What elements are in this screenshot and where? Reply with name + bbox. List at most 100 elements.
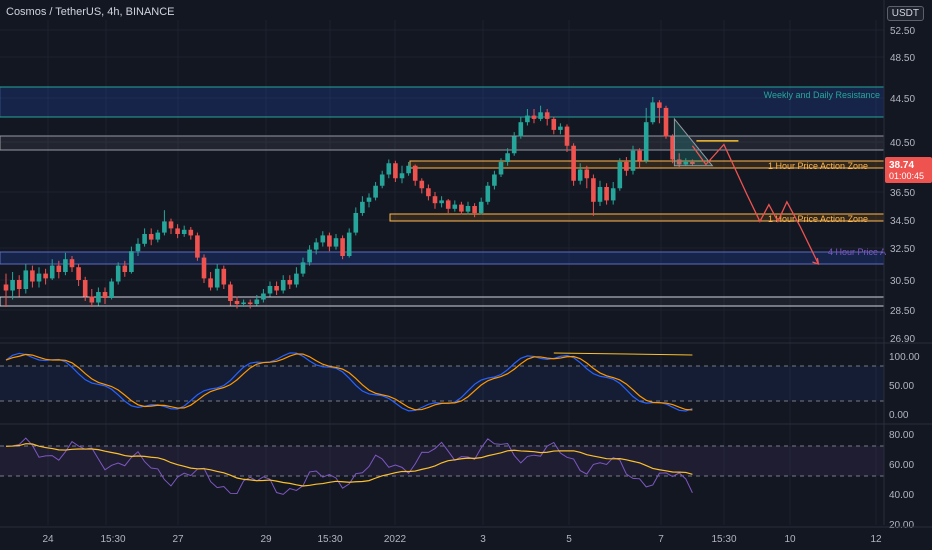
candle-body bbox=[439, 200, 444, 204]
time-tick: 29 bbox=[260, 534, 272, 545]
candle-body bbox=[274, 286, 279, 291]
candle-body bbox=[49, 265, 55, 279]
candle-body bbox=[531, 115, 537, 119]
price-tick: 30.50 bbox=[890, 276, 915, 287]
time-tick: 2022 bbox=[384, 534, 407, 545]
candle-body bbox=[558, 126, 563, 130]
candle-body bbox=[188, 229, 194, 236]
indicator-tick: 40.00 bbox=[889, 490, 914, 501]
candle-body bbox=[419, 180, 425, 189]
candle-body bbox=[643, 122, 649, 161]
candle-body bbox=[472, 206, 477, 213]
time-tick: 15:30 bbox=[100, 534, 125, 545]
candle-body bbox=[3, 284, 9, 291]
zone-label: 1 Hour Price Action Zone bbox=[768, 161, 868, 171]
rsi-band bbox=[0, 446, 884, 476]
time-tick: 27 bbox=[172, 534, 184, 545]
price-tick: 32.50 bbox=[890, 244, 915, 255]
zone-band bbox=[0, 296, 885, 307]
candle-body bbox=[492, 174, 497, 186]
price-axis[interactable]: 52.50 48.50 44.50 40.50 36.50 34.50 32.50 30.50… bbox=[883, 0, 932, 531]
candle-body bbox=[445, 200, 451, 209]
candle-body bbox=[564, 126, 570, 146]
candle-body bbox=[670, 136, 675, 160]
candle-body bbox=[313, 242, 319, 250]
candle-body bbox=[247, 302, 253, 304]
candle-body bbox=[10, 280, 15, 291]
stoch-band bbox=[0, 366, 884, 401]
candle-body bbox=[208, 278, 213, 288]
zone-label: 4 Hour Price A bbox=[828, 247, 886, 257]
symbol-title[interactable]: Cosmos / TetherUS, 4h, BINANCE bbox=[6, 6, 175, 18]
indicator-panes bbox=[0, 342, 932, 495]
candle-body bbox=[96, 292, 101, 303]
candle-body bbox=[327, 235, 332, 247]
currency-badge[interactable]: USDT bbox=[886, 6, 924, 21]
stoch-k-line bbox=[5, 352, 693, 412]
candle-body bbox=[69, 259, 75, 268]
candle-body bbox=[56, 265, 62, 272]
rsi-line bbox=[5, 437, 693, 495]
price-tick: 40.50 bbox=[890, 138, 915, 149]
candle-body bbox=[452, 204, 458, 209]
projection-path bbox=[691, 143, 819, 265]
indicator-tick: 50.00 bbox=[889, 381, 914, 392]
time-tick: 12 bbox=[870, 534, 882, 545]
candle-body bbox=[544, 112, 550, 119]
time-tick: 5 bbox=[566, 534, 572, 545]
candle-body bbox=[102, 292, 108, 298]
indicator-tick: 20.00 bbox=[889, 520, 914, 531]
candle-body bbox=[109, 281, 114, 298]
candle-body bbox=[300, 262, 306, 274]
candle-body bbox=[478, 201, 484, 213]
indicator-tick: 100.00 bbox=[889, 352, 920, 363]
candle-body bbox=[597, 187, 603, 202]
candle-body bbox=[261, 293, 266, 300]
candle-body bbox=[690, 162, 695, 164]
stoch-d-line bbox=[5, 353, 693, 411]
candle-body bbox=[386, 163, 392, 175]
candle-body bbox=[280, 280, 286, 291]
candle-body bbox=[43, 273, 48, 279]
candle-body bbox=[287, 280, 293, 285]
candle-body bbox=[676, 159, 682, 165]
zone-band bbox=[0, 86, 885, 118]
candle-body bbox=[683, 162, 689, 165]
candle-body bbox=[267, 286, 273, 294]
projection-drawings bbox=[673, 117, 820, 265]
candle-body bbox=[195, 235, 200, 258]
candle-body bbox=[459, 204, 464, 212]
candle-body bbox=[663, 107, 669, 137]
candle-body bbox=[333, 238, 339, 247]
candle-body bbox=[624, 162, 629, 171]
time-axis[interactable]: 24 15:30 27 29 15:30 2022 3 5 7 15:30 10 12 bbox=[0, 526, 932, 545]
candle-body bbox=[399, 173, 405, 179]
candle-body bbox=[498, 162, 504, 175]
price-tick: 26.90 bbox=[890, 334, 915, 345]
candle-body bbox=[320, 235, 326, 243]
candle-body bbox=[637, 150, 642, 161]
time-tick: 3 bbox=[480, 534, 486, 545]
candle-body bbox=[657, 102, 662, 108]
zone-label: 1 Hour Price Action Zone bbox=[768, 214, 868, 224]
time-tick: 10 bbox=[784, 534, 796, 545]
price-tick: 36.50 bbox=[890, 188, 915, 199]
candle-body bbox=[379, 174, 385, 186]
candle-body bbox=[30, 270, 35, 282]
candle-body bbox=[412, 165, 418, 181]
indicator-tick: 0.00 bbox=[889, 410, 909, 421]
candle-body bbox=[551, 118, 557, 130]
candle-body bbox=[228, 284, 233, 301]
projection-arrowhead bbox=[812, 257, 820, 265]
zone-band bbox=[0, 135, 885, 151]
candle-body bbox=[162, 221, 167, 233]
candle-body bbox=[294, 273, 299, 285]
last-price-tag bbox=[885, 157, 932, 183]
price-tick: 44.50 bbox=[890, 94, 915, 105]
price-tick: 52.50 bbox=[890, 26, 915, 37]
grid-lines bbox=[0, 20, 884, 525]
time-tick: 7 bbox=[658, 534, 664, 545]
candle-body bbox=[89, 296, 95, 303]
candle-body bbox=[591, 178, 596, 202]
